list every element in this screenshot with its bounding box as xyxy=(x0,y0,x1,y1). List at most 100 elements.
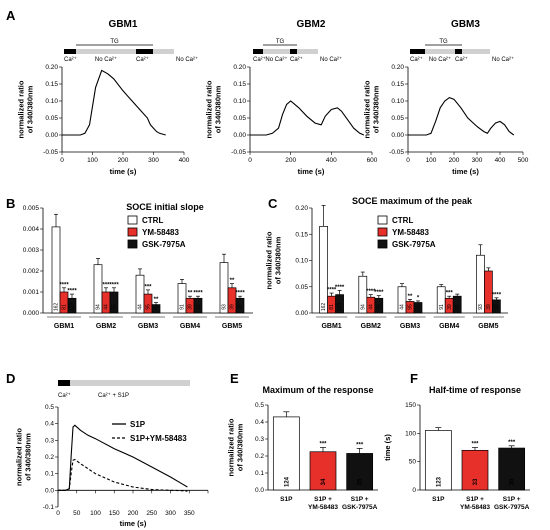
category-label: GSK-7975A xyxy=(494,504,530,511)
bar xyxy=(335,294,344,314)
protocol-ca-segment xyxy=(136,49,153,54)
series-line xyxy=(58,458,188,492)
y-axis-label-line: of 340/380nm xyxy=(24,433,33,481)
bar-n-label: 55 xyxy=(112,304,118,310)
y-tick-label: 100 xyxy=(405,430,416,437)
y-tick-label: -0.05 xyxy=(389,149,404,156)
significance-label: **** xyxy=(374,290,384,296)
x-tick-label: 400 xyxy=(495,157,506,164)
legend-swatch xyxy=(127,239,138,249)
protocol-noca-segment xyxy=(462,49,490,54)
y-axis-label-line: normalized ratio xyxy=(265,231,274,289)
panel-letter-d: D xyxy=(6,371,15,386)
bar-n-label: 44 xyxy=(400,304,406,310)
category-label: YM-58483 xyxy=(308,504,338,511)
bar xyxy=(309,451,337,491)
category-label: GBM2 xyxy=(96,323,116,330)
legend-swatch xyxy=(127,215,138,225)
y-axis-label-line: of 340/380nm xyxy=(274,236,283,284)
chart-d: Ca²⁺ Ca²⁺ + S1P -0.1 0.0 0.1 0.2 0.3 0.4 0.5 0 50 1… xyxy=(15,380,209,528)
protocol-label: Ca²⁺ xyxy=(410,56,423,63)
significance-label: *** xyxy=(319,442,327,448)
y-tick-label: 0.001 xyxy=(23,289,40,296)
legend-label: S1P xyxy=(130,420,146,429)
significance-label: *** xyxy=(508,440,516,446)
y-axis-label: normalized ratio of 340/380nm xyxy=(227,418,245,476)
trace-line xyxy=(250,100,365,136)
bar-n-label: 33 xyxy=(473,478,479,485)
bar-n-label: 31 xyxy=(455,304,461,310)
protocol-label: No Ca²⁺ xyxy=(492,56,514,63)
panel-letter-f: F xyxy=(410,371,418,386)
bar-n-label: 31 xyxy=(196,304,202,310)
bar-n-label: 62 xyxy=(154,304,160,310)
protocol-label: No Ca²⁺ xyxy=(429,56,451,63)
bar-n-label: 44 xyxy=(138,304,144,310)
legend: CTRL YM-58483 GSK-7975A xyxy=(127,215,186,249)
bar xyxy=(346,453,374,491)
significance-label: *** xyxy=(144,284,152,290)
x-tick-label: 100 xyxy=(90,510,101,517)
x-tick-label: 300 xyxy=(472,157,483,164)
y-axis-label-line: of 340/380nm xyxy=(372,85,381,133)
bar-n-label: 35 xyxy=(358,478,364,485)
category-label: GBM3 xyxy=(138,323,158,330)
protocol-noca-segment xyxy=(297,49,318,54)
bar-n-label: 34 xyxy=(321,478,327,485)
category-label: GBM1 xyxy=(54,323,74,330)
protocol-label: Ca²⁺ xyxy=(290,56,303,63)
protocol-s1p-segment xyxy=(70,380,190,386)
protocol-ca-segment xyxy=(58,380,70,386)
legend: CTRL YM-58483 GSK-7975A xyxy=(377,215,436,249)
y-tick-label: 0.004 xyxy=(23,226,40,233)
bar-n-label: 95 xyxy=(146,304,152,310)
y-tick-label: 0.000 xyxy=(23,310,40,317)
category-label: GSK-7975A xyxy=(342,504,378,511)
protocol-noca-segment xyxy=(263,49,290,54)
y-tick-label: 0.0 xyxy=(45,487,54,494)
bar xyxy=(397,286,407,314)
legend-swatch xyxy=(377,239,388,249)
category-label: GBM5 xyxy=(478,323,498,330)
protocol-ca-segment xyxy=(455,49,462,54)
bar-n-label: 95 xyxy=(408,304,414,310)
bar-n-label: 81 xyxy=(62,304,68,310)
y-tick-label: 0.10 xyxy=(295,258,308,265)
category-label: GBM2 xyxy=(361,323,381,330)
legend-label: S1P+YM-58483 xyxy=(130,434,187,443)
y-axis-label-line: normalized ratio xyxy=(205,80,214,138)
significance-label: ** xyxy=(408,294,413,300)
x-axis-label: time (s) xyxy=(110,167,137,176)
panel-letter-e: E xyxy=(230,371,239,386)
bar-n-label: 39 xyxy=(188,304,194,310)
significance-label: *** xyxy=(471,442,479,448)
y-tick-label: 0.10 xyxy=(45,98,58,105)
y-axis-label-line: of 340/380nm xyxy=(26,85,35,133)
x-tick-label: 250 xyxy=(146,510,157,517)
chart-title: GBM1 xyxy=(109,19,138,30)
y-tick-label: 0.4 xyxy=(45,421,54,428)
series-line xyxy=(58,424,188,491)
bar xyxy=(358,275,368,314)
bar xyxy=(498,447,526,491)
significance-label: **** xyxy=(109,282,119,288)
bar-n-label: 123 xyxy=(337,303,343,312)
y-tick-label: 0.1 xyxy=(255,470,264,477)
y-tick-label: 0 xyxy=(412,487,416,494)
bar xyxy=(143,293,153,314)
y-tick-label: 0.00 xyxy=(391,132,404,139)
bar-n-label: 55 xyxy=(376,304,382,310)
significance-label: *** xyxy=(102,282,110,288)
legend-label: GSK-7975A xyxy=(142,240,186,249)
protocol-label: Ca²⁺ xyxy=(136,56,149,63)
protocol-noca-segment xyxy=(76,49,136,54)
protocol-ca-segment xyxy=(410,49,425,54)
bar xyxy=(93,264,103,314)
bar-n-label: 162 xyxy=(321,303,327,312)
y-axis-label: normalized ratio of 340/380nm xyxy=(205,80,223,138)
protocol-label: Ca²⁺ xyxy=(455,56,468,63)
x-tick-label: 350 xyxy=(184,510,195,517)
chart-title: Maximum of the response xyxy=(262,385,373,395)
panel-letter-b: B xyxy=(6,196,15,211)
